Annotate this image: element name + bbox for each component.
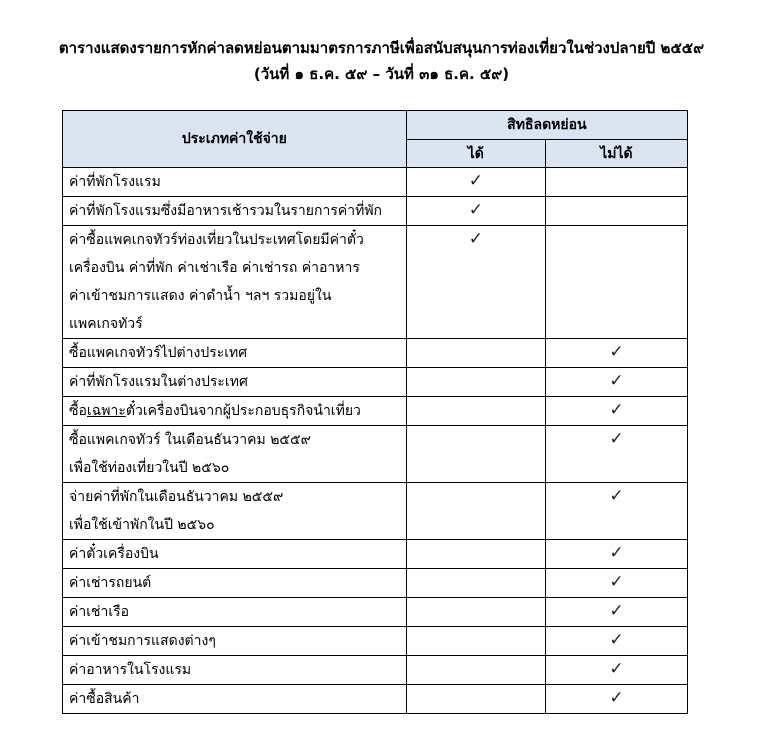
checkmark-icon: ✓ [468, 229, 483, 249]
expense-line: ค่าเช่ารถยนต์ [69, 575, 152, 591]
checkmark-icon: ✓ [609, 371, 624, 391]
eligible-cell [405, 684, 546, 714]
expense-type-cell: ค่าเข้าชมการแสดงต่างๆ [62, 626, 407, 656]
checkmark-icon: ✓ [609, 572, 624, 592]
table-row: ค่าอาหารในโรงแรม ✓ [62, 655, 689, 685]
expense-line: ค่าที่พักโรงแรมในต่างประเทศ [69, 374, 248, 390]
table-row: ค่าที่พักโรงแรม ✓ [62, 167, 689, 197]
table-row: ค่าเช่าเรือ ✓ [62, 597, 689, 627]
eligible-cell: ✓ [405, 167, 546, 197]
table-row: ค่าเข้าชมการแสดงต่างๆ ✓ [62, 626, 689, 656]
table-row: ซื้อแพคเกจทัวร์ ในเดือนธันวาคม ๒๕๕๙เพื่อ… [62, 425, 689, 483]
not-eligible-cell: ✓ [544, 539, 689, 569]
not-eligible-cell [544, 167, 689, 197]
table-row: ค่าตั๋วเครื่องบิน ✓ [62, 539, 689, 569]
eligible-cell [405, 338, 546, 368]
not-eligible-cell: ✓ [544, 425, 689, 483]
document-title: ตารางแสดงรายการหักค่าลดหย่อนตามมาตรการภา… [58, 39, 705, 57]
eligible-cell [405, 568, 546, 598]
document-subtitle: (วันที่ ๑ ธ.ค. ๕๙ – วันที่ ๓๑ ธ.ค. ๕๙) [253, 65, 510, 83]
expense-line: ค่าที่พักโรงแรมซึ่งมีอาหารเช้ารวมในรายกา… [69, 203, 383, 219]
not-eligible-cell: ✓ [544, 684, 689, 714]
checkmark-icon: ✓ [468, 171, 483, 191]
table-row: ซื้อแพคเกจทัวร์ไปต่างประเทศ ✓ [62, 338, 689, 368]
not-eligible-cell: ✓ [544, 367, 689, 397]
expense-type-cell: ค่าเช่าเรือ [62, 597, 407, 627]
checkmark-icon: ✓ [609, 342, 624, 362]
not-eligible-cell [544, 196, 689, 226]
expense-type-cell: ค่าที่พักโรงแรมในต่างประเทศ [62, 367, 407, 397]
header-expense-type: ประเภทค่าใช้จ่าย [62, 110, 407, 168]
not-eligible-cell: ✓ [544, 568, 689, 598]
header-eligible: ได้ [405, 139, 546, 168]
not-eligible-cell: ✓ [544, 597, 689, 627]
not-eligible-cell: ✓ [544, 338, 689, 368]
table-row: ค่าซื้อสินค้า ✓ [62, 684, 689, 714]
expense-type-cell: ค่าซื้อแพคเกจทัวร์ท่องเที่ยวในประเทศโดยม… [62, 225, 407, 339]
expense-line: ค่าเช่าเรือ [69, 604, 130, 620]
expense-line: จ่ายค่าที่พักในเดือนธันวาคม ๒๕๕๙ [69, 489, 284, 505]
checkmark-icon: ✓ [609, 601, 624, 621]
expense-line: เครื่องบิน ค่าที่พัก ค่าเช่าเรือ ค่าเช่า… [69, 260, 360, 276]
expense-line: ค่าเข้าชมการแสดง ค่าดำน้ำ ฯลฯ รวมอยู่ใน [69, 288, 332, 304]
expense-type-cell: ซื้อแพคเกจทัวร์ไปต่างประเทศ [62, 338, 407, 368]
expense-type-cell: ค่าเช่ารถยนต์ [62, 568, 407, 598]
deduction-table: ประเภทค่าใช้จ่าย สิทธิลดหย่อน ได้ ไม่ได้… [62, 110, 689, 714]
expense-type-cell: ค่าที่พักโรงแรมซึ่งมีอาหารเช้ารวมในรายกา… [62, 196, 407, 226]
not-eligible-cell: ✓ [544, 655, 689, 685]
expense-text-prefix: ซื้อ [69, 403, 87, 419]
checkmark-icon: ✓ [468, 200, 483, 220]
expense-type-cell: ซื้อเฉพาะตั๋วเครื่องบินจากผู้ประกอบธุรกิ… [62, 396, 407, 426]
expense-text-underlined: เฉพาะ [86, 403, 126, 419]
expense-text-suffix: ตั๋วเครื่องบินจากผู้ประกอบธุรกิจนำเที่ยว [125, 403, 361, 419]
expense-line: ค่าซื้อสินค้า [69, 691, 140, 707]
not-eligible-cell: ✓ [544, 626, 689, 656]
eligible-cell: ✓ [405, 225, 546, 339]
checkmark-icon: ✓ [609, 630, 624, 650]
expense-line: ค่าเข้าชมการแสดงต่างๆ [69, 633, 216, 649]
expense-line: ค่าตั๋วเครื่องบิน [69, 546, 159, 562]
expense-type-cell: ค่าตั๋วเครื่องบิน [62, 539, 407, 569]
eligible-cell [405, 626, 546, 656]
checkmark-icon: ✓ [609, 400, 624, 420]
eligible-cell [405, 597, 546, 627]
expense-line: แพคเกจทัวร์ [69, 316, 143, 332]
table-row: ซื้อเฉพาะตั๋วเครื่องบินจากผู้ประกอบธุรกิ… [62, 396, 689, 426]
checkmark-icon: ✓ [609, 486, 624, 506]
expense-type-cell: ค่าอาหารในโรงแรม [62, 655, 407, 685]
expense-type-cell: จ่ายค่าที่พักในเดือนธันวาคม ๒๕๕๙เพื่อใช้… [62, 482, 407, 540]
table-row: ค่าซื้อแพคเกจทัวร์ท่องเที่ยวในประเทศโดยม… [62, 225, 689, 339]
expense-line: ซื้อแพคเกจทัวร์ไปต่างประเทศ [69, 345, 248, 361]
eligible-cell [405, 396, 546, 426]
expense-line: ค่าที่พักโรงแรม [69, 174, 161, 190]
table-row: ค่าเช่ารถยนต์ ✓ [62, 568, 689, 598]
eligible-cell [405, 367, 546, 397]
table-row: จ่ายค่าที่พักในเดือนธันวาคม ๒๕๕๙เพื่อใช้… [62, 482, 689, 540]
not-eligible-cell: ✓ [544, 482, 689, 540]
not-eligible-cell: ✓ [544, 396, 689, 426]
expense-line: เพื่อใช้เข้าพักในปี ๒๕๖๐ [69, 517, 215, 533]
table-row: ค่าที่พักโรงแรมในต่างประเทศ ✓ [62, 367, 689, 397]
eligible-cell: ✓ [405, 196, 546, 226]
not-eligible-cell [544, 225, 689, 339]
expense-line: ซื้อแพคเกจทัวร์ ในเดือนธันวาคม ๒๕๕๙ [69, 432, 311, 448]
expense-type-cell: ซื้อแพคเกจทัวร์ ในเดือนธันวาคม ๒๕๕๙เพื่อ… [62, 425, 407, 483]
checkmark-icon: ✓ [609, 659, 624, 679]
eligible-cell [405, 539, 546, 569]
header-deduction-right: สิทธิลดหย่อน [405, 110, 689, 140]
expense-type-cell: ค่าซื้อสินค้า [62, 684, 407, 714]
checkmark-icon: ✓ [609, 429, 624, 449]
expense-type-cell: ค่าที่พักโรงแรม [62, 167, 407, 197]
table-row: ค่าที่พักโรงแรมซึ่งมีอาหารเช้ารวมในรายกา… [62, 196, 689, 226]
expense-line: ค่าอาหารในโรงแรม [69, 662, 192, 678]
checkmark-icon: ✓ [609, 688, 624, 708]
eligible-cell [405, 425, 546, 483]
header-not-eligible: ไม่ได้ [544, 139, 689, 168]
eligible-cell [405, 655, 546, 685]
eligible-cell [405, 482, 546, 540]
expense-line: เพื่อใช้ท่องเที่ยวในปี ๒๕๖๐ [69, 460, 230, 476]
checkmark-icon: ✓ [609, 543, 624, 563]
expense-line: ค่าซื้อแพคเกจทัวร์ท่องเที่ยวในประเทศโดยม… [69, 232, 364, 248]
